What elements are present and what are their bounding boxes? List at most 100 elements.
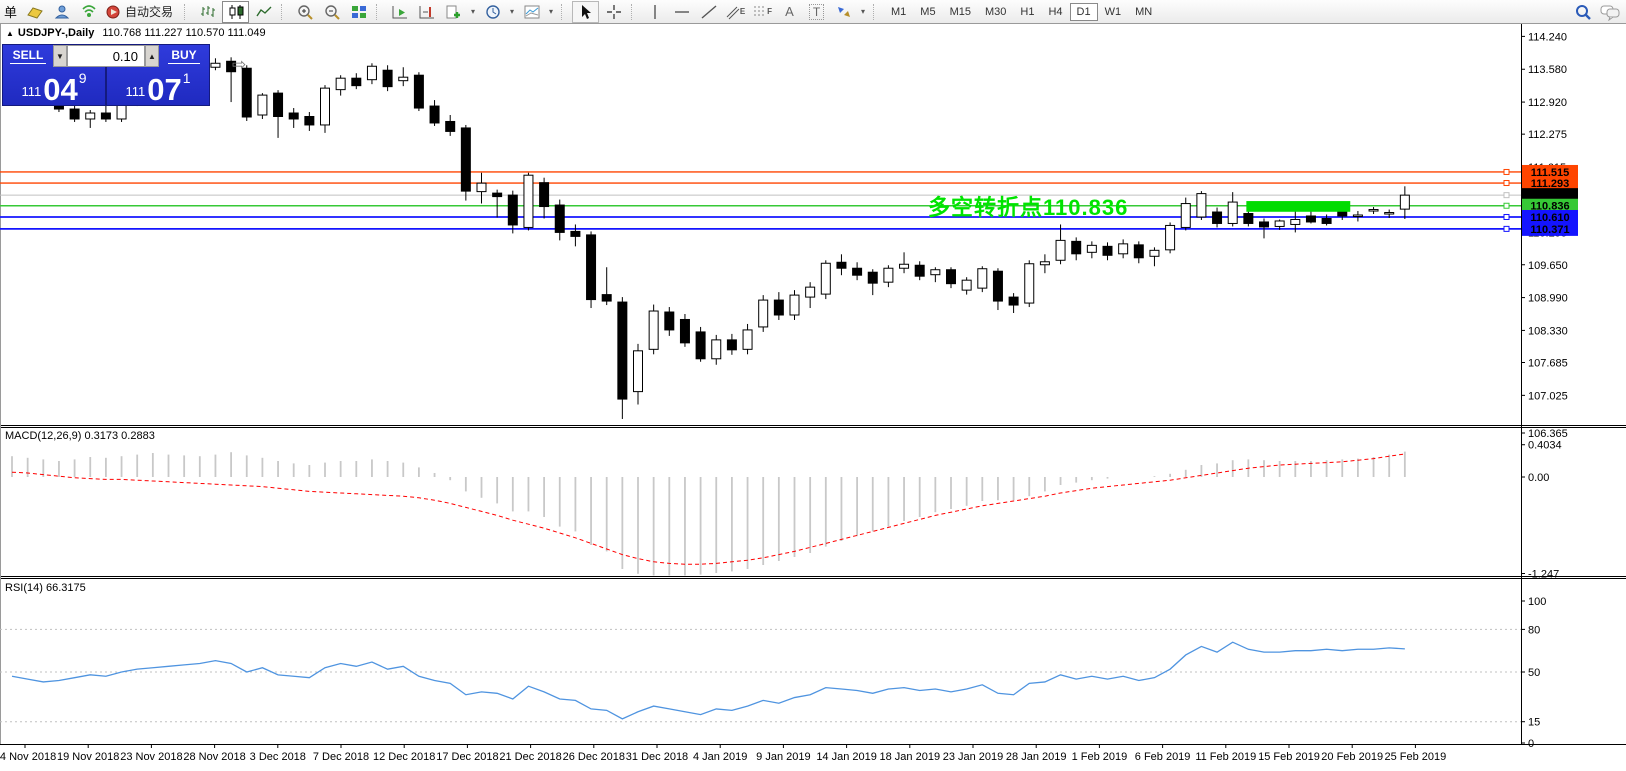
candle — [523, 174, 534, 228]
timeframe-button-m1[interactable]: M1 — [891, 5, 907, 18]
volume-increase-button[interactable]: ▲ — [145, 45, 159, 67]
new-order-caret-icon[interactable]: ▾ — [471, 7, 476, 16]
auto-scroll-icon[interactable] — [387, 2, 412, 22]
timeframe-button-d1[interactable]: D1 — [1069, 2, 1098, 21]
candle — [914, 264, 925, 277]
svg-text:110.371: 110.371 — [1530, 224, 1569, 236]
candle — [1008, 296, 1019, 306]
templates-caret-icon[interactable]: ▾ — [549, 7, 554, 16]
fibonacci-tool-icon[interactable]: F — [750, 2, 775, 22]
timeframe-button-m15[interactable]: M15 — [949, 5, 971, 18]
price-tag[interactable]: 111.293 — [1522, 176, 1578, 191]
pivot-annotation-text[interactable]: 多空转折点110.836 — [928, 195, 1129, 220]
chart-shift-icon[interactable] — [414, 2, 439, 22]
line-chart-icon[interactable] — [251, 2, 276, 22]
rsi-tick-label: 50 — [1528, 667, 1540, 679]
buy-price-display[interactable]: 111 07 1 — [105, 67, 209, 106]
text-label-tool-icon[interactable]: T — [804, 2, 829, 22]
chart-title-bar: ▲ USDJPY-,Daily 110.768 111.227 110.570 11… — [6, 27, 266, 39]
date-tick-label: 18 Jan 2019 — [880, 751, 941, 763]
price-tag[interactable]: 110.836 — [1522, 198, 1578, 213]
price-tick-label: 109.650 — [1528, 260, 1568, 272]
price-level-line[interactable] — [0, 168, 1521, 175]
chat-icon[interactable] — [1597, 2, 1622, 22]
text-tool-icon[interactable]: A — [785, 4, 794, 19]
buy-button[interactable]: BUY — [159, 45, 209, 67]
candle — [1321, 217, 1332, 224]
timeframe-button-m5[interactable]: M5 — [920, 5, 936, 18]
pivot-rectangle-object[interactable] — [1246, 201, 1351, 212]
price-level-line[interactable] — [0, 225, 1521, 232]
volume-decrease-button[interactable]: ▼ — [53, 45, 67, 67]
right-arrow-annotation[interactable]: ⇨ — [232, 55, 247, 74]
macd-tick-label: 0.00 — [1528, 472, 1549, 484]
search-icon[interactable] — [1570, 2, 1595, 22]
date-tick-label: 17 Dec 2018 — [436, 751, 498, 763]
periods-caret-icon[interactable]: ▾ — [510, 7, 515, 16]
crosshair-icon[interactable] — [601, 2, 626, 22]
zoom-out-icon[interactable] — [319, 2, 344, 22]
candle — [85, 112, 96, 120]
horizontal-line-tool-icon[interactable] — [669, 2, 694, 22]
price-tag[interactable]: 110.610 — [1522, 209, 1578, 224]
timeframe-button-h4[interactable]: H4 — [1048, 5, 1063, 18]
templates-icon[interactable] — [519, 2, 544, 22]
candle — [899, 263, 910, 269]
volume-input[interactable]: 0.10 — [67, 45, 145, 67]
toolbar-separator — [281, 3, 287, 20]
price-tick-label: 106.365 — [1528, 428, 1568, 440]
candle — [789, 294, 800, 316]
sell-button[interactable]: SELL — [3, 45, 53, 67]
price-tag[interactable]: 110.371 — [1522, 221, 1578, 236]
pane-separator[interactable] — [0, 425, 1626, 428]
price-tick-label: 113.580 — [1528, 64, 1567, 76]
new-order-icon[interactable] — [441, 2, 466, 22]
bar-chart-icon[interactable] — [195, 2, 220, 22]
date-tick-label: 4 Jan 2019 — [693, 751, 747, 763]
timeframe-button-m30[interactable]: M30 — [984, 5, 1007, 18]
candle — [1086, 244, 1097, 253]
candle — [429, 105, 440, 124]
rsi-indicator-label: RSI(14) 66.3175 — [5, 582, 86, 594]
trendline-tool-icon[interactable] — [696, 2, 721, 22]
timeframe-button-mn[interactable]: MN — [1135, 5, 1153, 18]
vertical-line-tool-icon[interactable] — [642, 2, 667, 22]
macd-signal-line — [11, 453, 1405, 565]
collapse-triangle-icon[interactable]: ▲ — [6, 29, 14, 38]
auto-trading-button[interactable]: 自动交易 — [103, 3, 179, 20]
timeframe-button-h1[interactable]: H1 — [1020, 5, 1035, 18]
arrow-tools-caret-icon[interactable]: ▾ — [861, 7, 866, 16]
pane-separator[interactable] — [0, 576, 1626, 579]
price-level-line[interactable] — [0, 192, 1521, 199]
arrow-tools-icon[interactable] — [831, 2, 856, 22]
date-tick-label: 9 Jan 2019 — [756, 751, 810, 763]
toolbar: 单 自动交易 ▾ ▾ ▾ E F A T — [0, 0, 1626, 24]
cursor-icon[interactable] — [572, 0, 600, 23]
candle — [351, 77, 362, 87]
new-order-ticket-icon[interactable] — [22, 2, 47, 22]
equidistant-channel-tool-icon[interactable]: E — [723, 2, 748, 22]
price-tick-label: 108.330 — [1528, 325, 1568, 337]
candle — [1118, 243, 1129, 255]
time-axis[interactable]: 14 Nov 2018 19 Nov 2018 23 Nov 2018 28 Nov … — [0, 744, 1446, 763]
toolbar-separator — [561, 3, 567, 20]
profile-icon[interactable] — [49, 2, 74, 22]
zoom-in-icon[interactable] — [292, 2, 317, 22]
price-tag[interactable]: 111.515 — [1522, 164, 1578, 179]
candle — [617, 301, 628, 400]
date-tick-label: 28 Nov 2018 — [183, 751, 245, 763]
candle — [1399, 194, 1410, 210]
candle — [1196, 193, 1207, 218]
timeframe-button-w1[interactable]: W1 — [1104, 5, 1122, 18]
auto-trading-label: 自动交易 — [125, 5, 174, 19]
tile-windows-icon[interactable] — [346, 2, 371, 22]
sell-price-display[interactable]: 111 04 9 — [21, 70, 87, 108]
signal-icon[interactable] — [76, 2, 101, 22]
periods-icon[interactable] — [480, 2, 505, 22]
price-level-line[interactable] — [0, 213, 1521, 220]
candlestick-chart-icon[interactable] — [222, 0, 250, 23]
price-level-line[interactable] — [0, 180, 1521, 187]
price-tick-label: 114.240 — [1528, 31, 1567, 43]
candle — [679, 318, 690, 344]
candle — [1305, 215, 1316, 223]
